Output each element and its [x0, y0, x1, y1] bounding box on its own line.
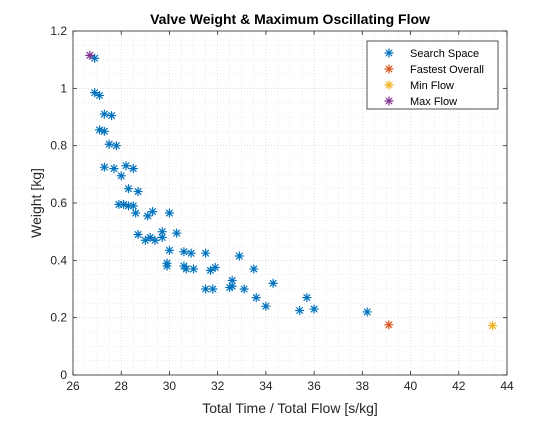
- data-point-search-space: [251, 293, 261, 303]
- x-tick-label: 28: [115, 379, 129, 393]
- data-point-search-space: [164, 208, 175, 218]
- x-axis-label: Total Time / Total Flow [s/kg]: [202, 400, 378, 416]
- data-point-search-space: [99, 109, 109, 119]
- y-tick-label: 0.8: [50, 139, 67, 153]
- x-tick-label: 42: [452, 379, 466, 393]
- data-point-search-space: [133, 186, 143, 197]
- legend-label-search-space: Search Space: [410, 48, 479, 60]
- legend-label-min-flow: Min Flow: [410, 80, 454, 92]
- data-point-search-space: [121, 161, 131, 171]
- data-point-search-space: [210, 262, 220, 273]
- data-point-search-space: [186, 248, 196, 258]
- data-point-search-space: [157, 232, 167, 242]
- data-point-search-space: [128, 164, 138, 174]
- data-point-search-space: [179, 247, 189, 257]
- data-point-search-space: [111, 141, 122, 151]
- y-axis-label: Weight [kg]: [28, 168, 44, 238]
- data-point-search-space: [172, 228, 182, 238]
- x-tick-label: 30: [163, 379, 177, 393]
- legend: Search Space Fastest Overall Min Flow Max F…: [366, 40, 499, 110]
- data-point-search-space: [106, 110, 117, 121]
- data-point-search-space: [109, 164, 119, 174]
- data-point-search-space: [150, 235, 160, 245]
- data-point-search-space: [104, 139, 114, 149]
- x-tick-label: 36: [307, 379, 321, 393]
- legend-marker-search-space: [384, 48, 394, 58]
- x-tick-label: 44: [500, 379, 514, 393]
- data-point-max-flow: [85, 50, 95, 60]
- data-point-search-space: [128, 201, 138, 211]
- x-tick-label: 38: [356, 379, 370, 393]
- chart-title: Valve Weight & Maximum Oscillating Flow: [150, 11, 430, 27]
- data-point-search-space: [234, 251, 244, 261]
- data-point-search-space: [131, 208, 141, 218]
- y-tick-label: 0.4: [50, 253, 67, 267]
- legend-label-max-flow: Max Flow: [410, 96, 457, 108]
- data-point-search-space: [164, 245, 175, 255]
- legend-marker-max-flow: [384, 96, 394, 106]
- data-point-search-space: [162, 261, 172, 271]
- data-point-search-space: [116, 171, 126, 181]
- data-point-search-space: [94, 90, 105, 101]
- data-point-search-space: [362, 307, 372, 317]
- data-point-search-space: [201, 248, 211, 258]
- y-tick-label: 0.6: [50, 196, 67, 210]
- y-tick-label: 0: [60, 368, 67, 382]
- data-point-search-space: [249, 264, 259, 274]
- x-tick-label: 26: [66, 379, 80, 393]
- points-layer: [85, 50, 498, 331]
- legend-marker-fastest-overall: [384, 64, 394, 74]
- data-point-search-space: [227, 281, 237, 291]
- data-point-search-space: [147, 207, 158, 217]
- data-point-search-space: [295, 305, 305, 316]
- data-point-search-space: [123, 184, 134, 194]
- data-point-search-space: [239, 284, 249, 294]
- data-point-search-space: [268, 278, 278, 288]
- data-point-search-space: [188, 264, 199, 274]
- data-point-search-space: [208, 284, 218, 294]
- x-tick-label: 40: [404, 379, 418, 393]
- ticks-layer: 26 28 30 32 34 36 38 40 42 44 0 0.2 0.4 0.6 0.8 1 1.2: [50, 24, 514, 393]
- y-tick-label: 1.2: [50, 24, 67, 38]
- data-point-search-space: [145, 232, 155, 242]
- data-point-search-space: [261, 301, 271, 311]
- legend-marker-min-flow: [384, 80, 394, 90]
- data-point-search-space: [99, 126, 109, 136]
- data-point-min-flow: [487, 321, 498, 331]
- y-tick-label: 0.2: [50, 311, 67, 325]
- legend-label-fastest-overall: Fastest Overall: [410, 64, 484, 76]
- x-tick-label: 32: [211, 379, 225, 393]
- data-point-search-space: [133, 229, 143, 240]
- x-tick-label: 34: [259, 379, 273, 393]
- data-point-search-space: [302, 293, 312, 303]
- data-point-search-space: [309, 304, 319, 314]
- y-tick-label: 1: [60, 81, 67, 95]
- data-point-fastest-overall: [384, 320, 394, 330]
- data-point-search-space: [99, 162, 109, 172]
